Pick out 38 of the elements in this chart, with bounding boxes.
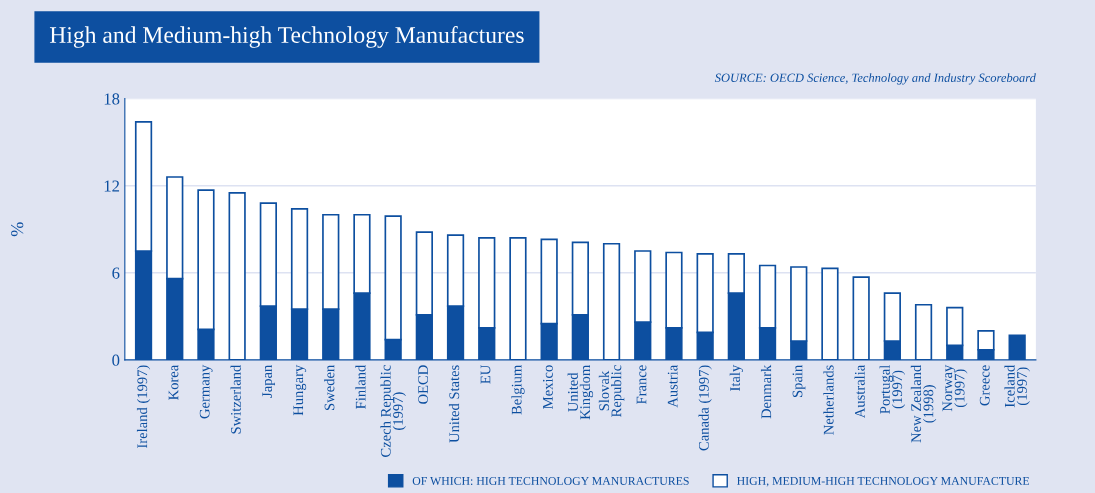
y-axis-title: % [11,222,24,237]
x-tick-label: United Kingdom [567,364,594,420]
source-note: SOURCE: OECD Science, Technology and Industry Scoreboard [714,73,1036,85]
x-tick-label: Korea [168,364,179,400]
x-tick-label: Austria [667,364,678,408]
x-tick-label: Hungary [293,364,307,416]
legend-label: HIGH, MEDIUM-HIGH TECHNOLOGY MANUFACTURE [737,476,1030,487]
x-tick-label: Finland [355,364,366,409]
x-tick-label: Italy [729,364,743,391]
y-tick-label: 18 [104,93,120,105]
y-tick-label: 0 [112,354,120,366]
chart-title: High and Medium-high Technology Manufactures [49,26,524,48]
x-tick-label: Portugal (1997) [879,365,906,414]
x-tick-label: Canada (1997) [698,365,712,451]
x-tick-label: Spain [792,364,806,397]
x-tick-label: Iceland (1997) [1004,364,1030,408]
x-tick-label: Japan [262,364,275,398]
x-tick-label: EU [480,365,491,384]
x-tick-label: Belgium [511,364,525,415]
legend-label: OF WHICH: HIGH TECHNOLOGY MANURACTURES [412,476,689,485]
x-tick-label: Germany [199,364,213,419]
x-tick-label: OECD [418,365,428,404]
x-tick-label: Australia [854,364,865,419]
x-tick-label: Norway (1997) [942,364,968,412]
x-tick-label: Denmark [760,364,772,419]
x-tick-label: Mexico [543,365,553,409]
x-tick-label: France [636,365,647,405]
y-tick-label: 6 [112,267,120,279]
x-tick-label: Ireland (1997) [136,365,151,449]
x-tick-label: New Zealand (1998) [910,364,937,443]
x-tick-label: Greece [979,365,990,406]
y-tick-label: 12 [104,180,120,192]
x-tick-label: Netherlands [823,365,834,435]
x-tick-label: Slovak Republic [598,365,625,417]
x-tick-label: Sweden [324,364,335,410]
x-tick-label: United States [448,365,460,443]
x-tick-label: Switzerland [230,364,241,434]
x-tick-label: Czech Republic (1997) [380,365,406,457]
